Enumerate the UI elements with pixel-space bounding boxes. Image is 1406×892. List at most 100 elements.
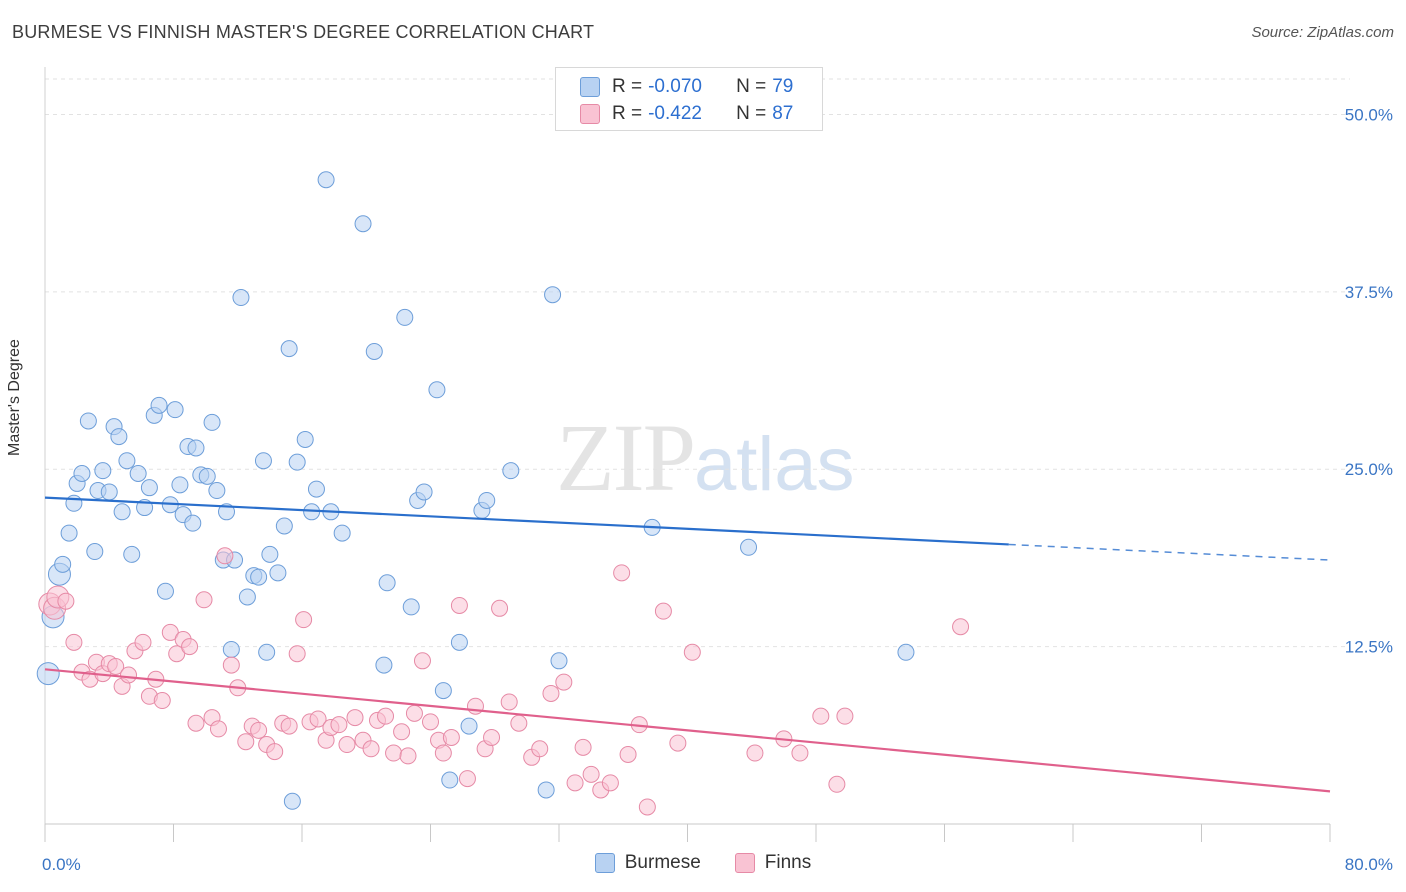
- finns-point: [450, 596, 468, 614]
- burmese-r-label: R =: [612, 76, 643, 97]
- burmese-point: [897, 643, 915, 661]
- burmese-point: [307, 480, 325, 498]
- finns-point: [510, 714, 528, 732]
- finns-point: [187, 714, 205, 732]
- finns-point: [222, 656, 240, 674]
- burmese-point: [269, 564, 287, 582]
- source-label: Source: ZipAtlas.com: [1251, 24, 1394, 41]
- burmese-legend-label: Burmese: [624, 852, 701, 873]
- watermark-zip: ZIP: [556, 404, 696, 511]
- burmese-point: [140, 479, 158, 497]
- burmese-r-value: -0.070: [648, 76, 702, 97]
- burmese-point: [60, 524, 78, 542]
- finns-point: [280, 717, 298, 735]
- burmese-point: [280, 340, 298, 358]
- legend-item-burmese: Burmese: [594, 852, 701, 874]
- finns-point: [619, 745, 637, 763]
- x-tick-label-max: 80.0%: [1345, 855, 1393, 874]
- burmese-point: [283, 792, 301, 810]
- finns-point: [531, 740, 549, 758]
- burmese-point: [184, 514, 202, 532]
- burmese-point: [203, 413, 221, 431]
- finns-point: [555, 673, 573, 691]
- finns-point: [346, 709, 364, 727]
- burmese-point: [110, 428, 128, 446]
- finns-point: [836, 707, 854, 725]
- finns-point: [413, 652, 431, 670]
- finns-point: [216, 547, 234, 565]
- finns-point: [266, 743, 284, 761]
- y-tick-label: 50.0%: [1345, 105, 1393, 124]
- burmese-point: [365, 342, 383, 360]
- burmese-point: [100, 483, 118, 501]
- finns-point: [812, 707, 830, 725]
- burmese-point: [156, 582, 174, 600]
- burmese-point: [79, 412, 97, 430]
- finns-n-value: 87: [772, 103, 794, 124]
- burmese-point: [218, 503, 236, 521]
- burmese-point: [378, 574, 396, 592]
- finns-point: [330, 716, 348, 734]
- burmese-point: [187, 439, 205, 457]
- finns-point: [654, 602, 672, 620]
- burmese-point: [258, 643, 276, 661]
- burmese-point: [222, 640, 240, 658]
- finns-point: [153, 692, 171, 710]
- burmese-point: [317, 171, 335, 189]
- burmese-point: [275, 517, 293, 535]
- finns-n-label: N =: [736, 103, 767, 124]
- burmese-point: [402, 598, 420, 616]
- burmese-point: [544, 286, 562, 304]
- burmese-point: [129, 464, 147, 482]
- burmese-point: [166, 401, 184, 419]
- y-tick-label: 25.0%: [1345, 460, 1393, 479]
- finns-point: [399, 747, 417, 765]
- finns-point: [422, 713, 439, 731]
- burmese-point: [232, 289, 250, 307]
- finns-r-value: -0.422: [648, 103, 702, 124]
- finns-point: [791, 744, 809, 762]
- burmese-point: [288, 453, 306, 471]
- burmese-point: [502, 462, 520, 480]
- finns-point: [377, 707, 395, 725]
- burmese-point: [254, 452, 272, 470]
- finns-point: [362, 740, 380, 758]
- finns-point: [393, 723, 411, 741]
- burmese-point: [354, 215, 372, 233]
- finns-point: [683, 643, 701, 661]
- finns-legend-label: Finns: [764, 852, 812, 873]
- burmese-trend-extension: [1008, 543, 1331, 561]
- watermark-atlas: atlas: [694, 422, 855, 507]
- burmese-n-value: 79: [772, 76, 794, 97]
- burmese-point: [396, 308, 414, 326]
- finns-point: [161, 623, 179, 641]
- burmese-point: [296, 430, 314, 448]
- burmese-point: [261, 545, 279, 563]
- finns-legend-swatch: [734, 853, 755, 873]
- finns-point: [209, 720, 227, 738]
- finns-point: [120, 666, 138, 684]
- burmese-point: [478, 491, 496, 509]
- finns-point: [574, 738, 592, 756]
- finns-point: [582, 765, 600, 783]
- finns-point: [483, 728, 501, 746]
- burmese-point: [73, 464, 91, 482]
- finns-point: [385, 744, 403, 762]
- burmese-point: [333, 524, 351, 542]
- watermark: ZIPatlas: [556, 402, 855, 513]
- x-tick-label-min: 0.0%: [42, 855, 81, 874]
- finns-swatch: [580, 104, 600, 124]
- y-tick-label: 12.5%: [1345, 638, 1393, 657]
- burmese-point: [36, 662, 60, 686]
- finns-point: [57, 592, 75, 610]
- correlation-legend: R = -0.070 N = 79 R = -0.422 N = 87: [555, 67, 823, 131]
- burmese-point: [740, 538, 758, 556]
- burmese-point: [54, 555, 72, 573]
- burmese-point: [198, 467, 216, 485]
- burmese-point: [86, 543, 104, 561]
- legend-row-burmese: R = -0.070 N = 79: [580, 75, 793, 99]
- burmese-point: [450, 633, 468, 651]
- finns-point: [491, 599, 509, 617]
- burmese-point: [537, 781, 555, 799]
